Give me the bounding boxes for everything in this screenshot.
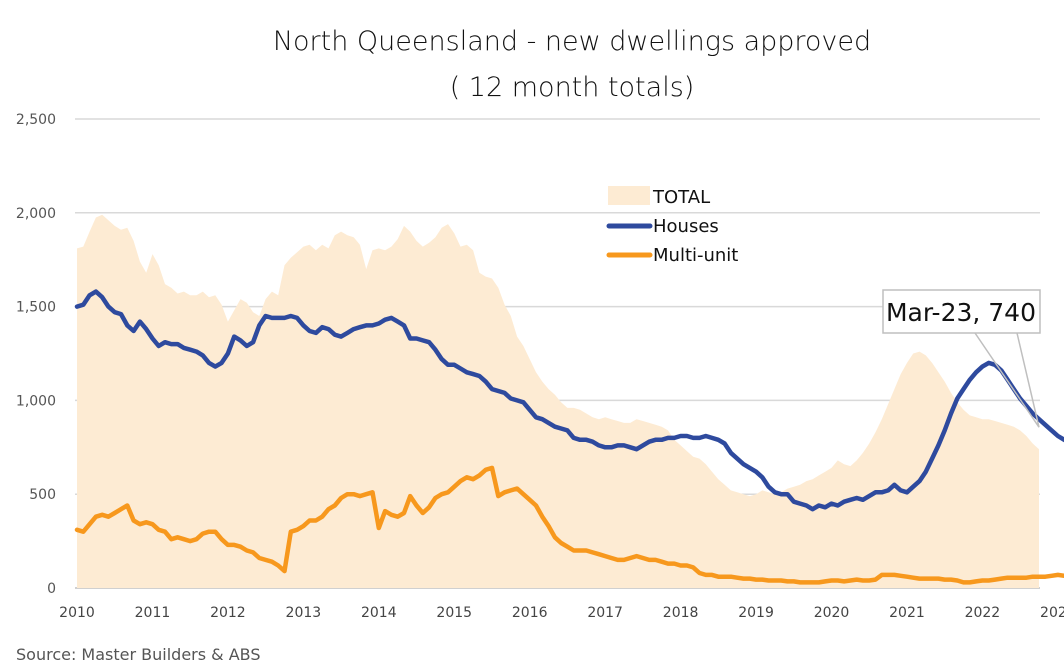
legend-label-total: TOTAL: [652, 187, 710, 208]
callout-label: Mar-23, 740: [886, 298, 1036, 327]
source-note: Source: Master Builders & ABS: [16, 645, 261, 664]
legend-item-total: TOTAL: [608, 186, 710, 208]
x-tick-label: 2016: [512, 605, 548, 621]
line-houses: [74, 289, 1064, 512]
x-tick-label: 2013: [286, 605, 322, 621]
y-tick-label: 1,000: [16, 393, 56, 409]
x-tick-label: 2017: [587, 605, 623, 621]
y-tick-label: 2,000: [16, 206, 56, 222]
y-axis: 0 500 1,000 1,500 2,000 2,500: [16, 112, 56, 597]
x-tick-label: 2022: [965, 605, 1001, 621]
legend-item-multi-unit: Multi-unit: [606, 245, 738, 266]
chart-subtitle: ( 12 month totals): [450, 72, 695, 103]
x-tick-label: 2021: [889, 605, 925, 621]
annotation-callout: Mar-23, 740: [882, 289, 1041, 428]
x-axis: 2010 2011 2012 2013 2014 2015 2016 2017 2018 2019…: [59, 605, 1064, 621]
y-tick-label: 500: [29, 487, 56, 503]
x-tick-label: 2019: [738, 605, 774, 621]
callout-pointer: [974, 332, 1040, 428]
callout-box: [882, 289, 1041, 334]
y-tick-label: 1,500: [16, 300, 56, 316]
y-tick-label: 2,500: [16, 112, 56, 128]
chart-title: North Queensland - new dwellings approve…: [273, 26, 871, 57]
legend: TOTAL Houses Multi-unit: [606, 186, 738, 266]
area-total: [77, 214, 1039, 588]
x-tick-label: 2023: [1040, 605, 1064, 621]
line-multi-unit: [74, 465, 1064, 585]
legend-label-houses: Houses: [653, 216, 719, 237]
x-tick-label: 2020: [814, 605, 850, 621]
legend-label-multi-unit: Multi-unit: [653, 245, 738, 266]
x-tick-label: 2012: [210, 605, 246, 621]
x-tick-label: 2015: [436, 605, 472, 621]
x-tick-label: 2014: [361, 605, 397, 621]
x-tick-label: 2011: [135, 605, 171, 621]
series-group: [74, 214, 1064, 588]
x-tick-label: 2010: [59, 605, 95, 621]
legend-item-houses: Houses: [606, 216, 719, 237]
legend-swatch-total: [608, 186, 650, 205]
x-tick-label: 2018: [663, 605, 699, 621]
y-tick-label: 0: [47, 581, 56, 597]
